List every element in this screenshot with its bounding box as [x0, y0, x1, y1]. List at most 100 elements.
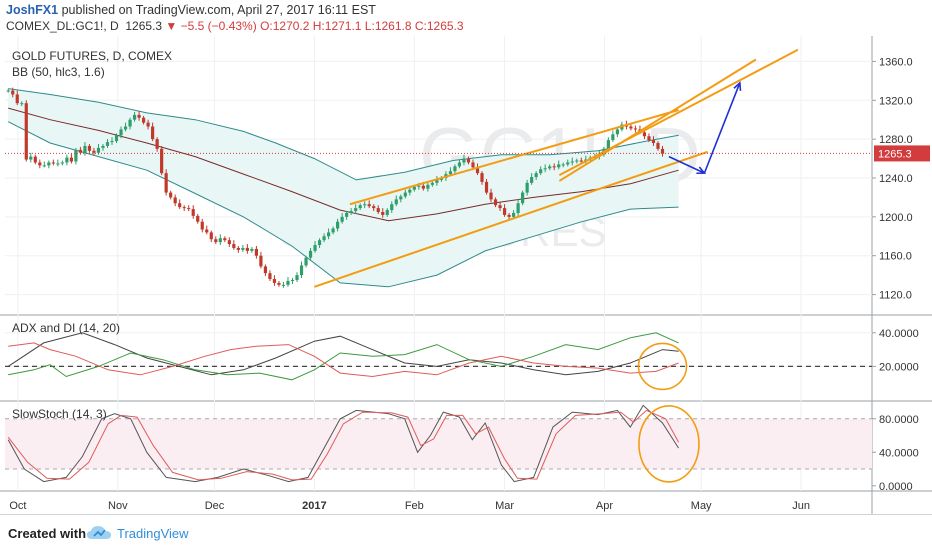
candle	[119, 129, 123, 136]
candle	[484, 181, 489, 193]
candle	[47, 162, 51, 166]
candle	[579, 160, 583, 162]
candle	[24, 103, 28, 160]
candle	[570, 161, 574, 163]
candle	[367, 204, 371, 207]
candle	[281, 284, 286, 286]
bollinger-upper	[8, 88, 679, 181]
candle	[205, 229, 209, 233]
trend-line	[349, 109, 679, 206]
stoch-series-line	[7, 409, 680, 481]
candle	[92, 150, 96, 153]
trend-line	[314, 150, 708, 288]
candle	[114, 135, 119, 142]
candle	[11, 90, 15, 95]
candle	[83, 145, 87, 153]
stoch-axis-label: 80.0000	[879, 414, 919, 426]
candle	[326, 232, 331, 237]
candle	[642, 132, 647, 137]
candle	[128, 119, 132, 127]
candle	[399, 196, 403, 200]
candle	[566, 162, 570, 165]
candle	[611, 134, 615, 141]
candle	[633, 128, 638, 130]
author-link[interactable]: JoshFX1	[6, 3, 59, 17]
time-axis-label: Jun	[792, 500, 810, 512]
candle	[254, 248, 258, 256]
tradingview-brand[interactable]: TradingView	[117, 526, 189, 541]
candle	[457, 162, 462, 167]
stoch-band	[5, 418, 872, 470]
candle	[299, 265, 304, 276]
tradingview-cloud-icon	[87, 526, 111, 539]
candle	[250, 248, 254, 251]
candle	[345, 212, 349, 217]
candle	[105, 142, 110, 146]
adx-title: ADX and DI (14, 20)	[12, 321, 120, 335]
candle	[196, 215, 200, 222]
candle	[358, 205, 362, 209]
candle	[606, 140, 610, 149]
candle	[241, 247, 245, 250]
candle	[317, 240, 322, 246]
candle	[466, 158, 471, 163]
stoch-title: SlowStoch (14, 3)	[12, 407, 107, 421]
candle	[336, 221, 340, 229]
candle	[421, 185, 425, 189]
ohlc-values: O:1270.2 H:1271.1 L:1261.8 C:1265.3	[260, 19, 464, 33]
time-axis-label: Mar	[495, 500, 514, 512]
price-axis-label: 1160.0	[879, 251, 912, 263]
candle	[96, 147, 101, 153]
candle	[209, 232, 213, 240]
publish-line: JoshFX1 published on TradingView.com, Ap…	[6, 3, 376, 17]
price-change: −5.5 (−0.43%)	[180, 19, 257, 33]
last-price-box	[874, 145, 930, 162]
candle	[656, 143, 660, 149]
candle	[268, 273, 272, 280]
quote-line: COMEX_DL:GC1!, D 1265.3 ▼ −5.5 (−0.43%) …	[6, 19, 464, 33]
adx-series-line	[8, 342, 679, 378]
price-axis-label: 1240.0	[879, 173, 913, 185]
candle	[151, 126, 155, 140]
candle	[381, 212, 385, 215]
candle	[277, 282, 281, 285]
down-arrow-icon: ▼	[165, 19, 178, 33]
candle	[417, 185, 421, 187]
trend-line	[558, 48, 799, 176]
candle	[169, 192, 173, 198]
chart-area[interactable]: GC1!, DGOLD FUTURES1265.31120.01160.0120…	[0, 36, 932, 514]
candle	[331, 228, 335, 233]
bollinger-basis	[8, 107, 679, 222]
symbol-label: COMEX_DL:GC1!, D	[6, 19, 119, 33]
price-axis-label: 1320.0	[879, 95, 913, 107]
candle	[182, 207, 186, 209]
candle	[69, 157, 73, 162]
candle	[471, 162, 475, 168]
candle	[51, 162, 55, 164]
candle	[322, 236, 326, 241]
candle	[394, 199, 398, 205]
candle	[295, 275, 299, 280]
time-axis-label: May	[691, 500, 712, 512]
candle	[615, 129, 619, 135]
candle	[660, 148, 665, 154]
candle	[42, 165, 46, 167]
candle	[78, 149, 83, 153]
candle	[223, 238, 227, 241]
candle	[15, 94, 19, 104]
time-axis-label: Feb	[405, 500, 424, 512]
candle	[160, 148, 164, 174]
projection-arrow	[703, 82, 741, 174]
candle	[534, 173, 538, 178]
candle	[651, 140, 656, 144]
candle	[408, 189, 412, 193]
candle	[647, 136, 651, 141]
candle	[286, 280, 290, 285]
candle	[629, 126, 633, 129]
price-axis-label: 1280.0	[879, 134, 913, 146]
candle	[110, 141, 114, 143]
last-price-label: 1265.3	[878, 148, 912, 160]
candle	[403, 192, 407, 197]
candle	[521, 192, 525, 204]
candle	[489, 192, 493, 200]
